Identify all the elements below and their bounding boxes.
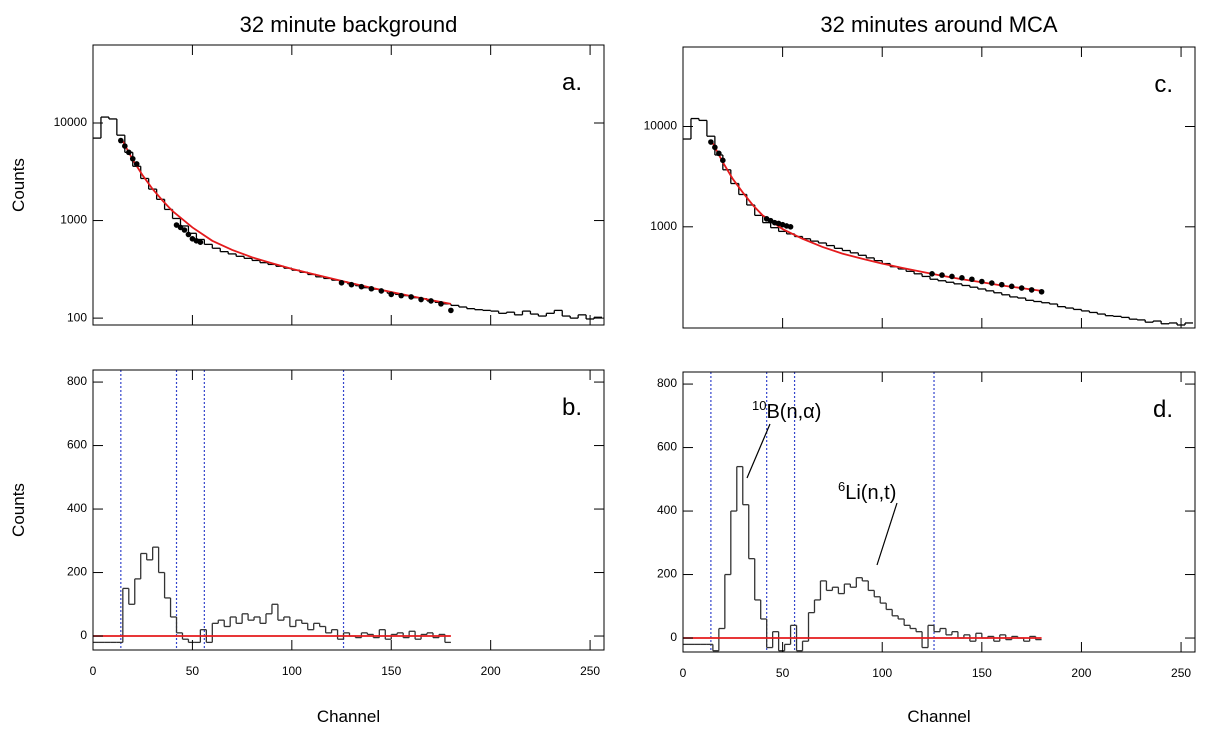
x-tick-label: 0 — [90, 664, 97, 678]
fit-point — [1028, 287, 1035, 293]
x-tick-label: 100 — [282, 664, 302, 678]
plot-area — [93, 116, 603, 320]
x-tick-label: 200 — [481, 664, 501, 678]
x-tick-label: 50 — [776, 666, 790, 680]
x-tick-label: 0 — [680, 666, 687, 680]
fit-point — [348, 281, 355, 288]
y-tick-label: 400 — [657, 503, 677, 517]
fit-point — [129, 155, 136, 162]
fit-point — [438, 301, 444, 307]
fit-point — [197, 239, 204, 245]
y-tick-label: 1000 — [60, 213, 87, 227]
fit-point — [181, 227, 188, 233]
frame — [682, 46, 1196, 329]
fit-point — [1008, 283, 1015, 290]
frame — [682, 371, 1196, 653]
fit-line — [122, 140, 452, 305]
x-tick-label: 50 — [186, 664, 200, 678]
y-tick-label: 10000 — [644, 119, 678, 133]
panel-title: 32 minute background — [240, 12, 458, 37]
x-tick-label: 250 — [580, 664, 600, 678]
annotation-text: B(n,α) — [766, 401, 821, 423]
y-tick-label: 400 — [67, 501, 87, 515]
fit-point — [338, 280, 345, 286]
plot-area — [683, 117, 1194, 326]
y-tick-label: 100 — [67, 310, 87, 324]
panel-label: d. — [1153, 396, 1173, 423]
fit-point — [959, 275, 965, 281]
fit-point — [185, 231, 192, 238]
fit-point — [979, 278, 985, 285]
y-tick-label: 0 — [670, 630, 677, 644]
fit-point — [177, 224, 184, 231]
fit-point — [358, 283, 365, 290]
annotation-leader — [876, 502, 898, 566]
y-axis-label: Counts — [9, 158, 28, 212]
fit-point — [949, 273, 955, 280]
annotation-sup: 6 — [838, 479, 845, 494]
fit-point — [125, 149, 132, 156]
fit-point — [428, 298, 434, 304]
y-tick-label: 1000 — [650, 219, 677, 233]
fit-point — [716, 150, 722, 157]
fit-point — [1038, 288, 1045, 295]
annotation-leader — [746, 423, 771, 479]
fit-point — [408, 294, 414, 300]
x-tick-label: 250 — [1171, 666, 1191, 680]
plot-area — [683, 372, 1042, 652]
fit-point — [998, 281, 1005, 288]
plot-area — [93, 370, 451, 650]
fit-point — [708, 139, 714, 145]
frame — [92, 369, 605, 651]
fit-point — [388, 291, 395, 298]
y-tick-label: 800 — [67, 374, 87, 388]
fit-point — [787, 224, 794, 230]
panel-label: a. — [562, 69, 582, 96]
x-axis-label: Channel — [907, 707, 970, 726]
x-tick-label: 150 — [972, 666, 992, 680]
fit-point — [122, 143, 128, 149]
fit-point — [988, 280, 995, 286]
panel-title: 32 minutes around MCA — [820, 12, 1058, 37]
fit-point — [939, 272, 945, 278]
annotation-text: Li(n,t) — [845, 482, 896, 504]
fit-point — [118, 137, 124, 144]
annotation: 6Li(n,t) — [838, 479, 896, 504]
fit-point — [929, 271, 935, 277]
panel-label: c. — [1154, 71, 1173, 98]
fit-point — [448, 307, 454, 314]
fit-point — [712, 144, 718, 151]
fit-point — [133, 161, 140, 167]
y-tick-label: 600 — [657, 440, 677, 454]
y-tick-label: 200 — [67, 565, 87, 579]
y-tick-label: 200 — [657, 567, 677, 581]
fit-point — [720, 157, 726, 164]
x-tick-label: 150 — [381, 664, 401, 678]
annotation: 10B(n,α) — [752, 398, 821, 423]
y-tick-label: 800 — [657, 376, 677, 390]
x-axis-label: Channel — [317, 707, 380, 726]
fit-point — [969, 276, 975, 283]
y-tick-label: 600 — [67, 438, 87, 452]
panel-label: b. — [562, 394, 582, 421]
fit-line — [712, 142, 1042, 292]
fit-point — [1018, 285, 1025, 291]
y-tick-label: 0 — [80, 628, 87, 642]
fit-point — [398, 292, 404, 299]
x-tick-label: 100 — [872, 666, 892, 680]
fit-point — [418, 296, 424, 303]
frame — [92, 44, 605, 326]
annotation-sup: 10 — [752, 398, 766, 413]
x-tick-label: 200 — [1071, 666, 1091, 680]
y-tick-label: 10000 — [54, 115, 88, 129]
fit-point — [368, 285, 375, 292]
fit-point — [378, 288, 385, 294]
y-axis-label: Counts — [9, 483, 28, 537]
